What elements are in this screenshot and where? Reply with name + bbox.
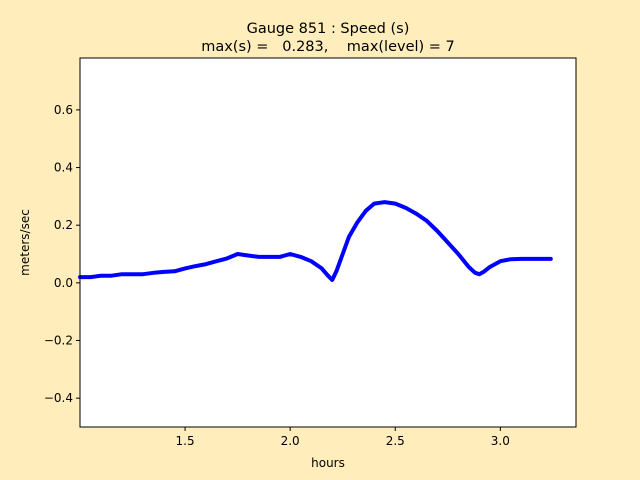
x-tick-label: 2.5 — [386, 434, 405, 448]
y-tick-label: 0.2 — [54, 218, 73, 232]
x-tick-label: 1.5 — [176, 434, 195, 448]
x-axis-label: hours — [311, 456, 345, 470]
plot-frame — [79, 57, 577, 428]
y-tick-label: −0.4 — [44, 391, 73, 405]
y-tick-label: 0.0 — [54, 276, 73, 290]
y-tick-label: 0.4 — [54, 161, 73, 175]
y-tick-label: 0.6 — [54, 103, 73, 117]
plot-area — [80, 58, 576, 427]
y-tick-label: −0.2 — [44, 334, 73, 348]
y-axis-label: meters/sec — [18, 209, 32, 276]
chart-subtitle: max(s) = 0.283, max(level) = 7 — [201, 39, 455, 55]
chart-title: Gauge 851 : Speed (s) — [247, 21, 410, 37]
series-line-0 — [78, 200, 553, 282]
x-tick-label: 2.0 — [281, 434, 300, 448]
x-tick-label: 3.0 — [491, 434, 510, 448]
